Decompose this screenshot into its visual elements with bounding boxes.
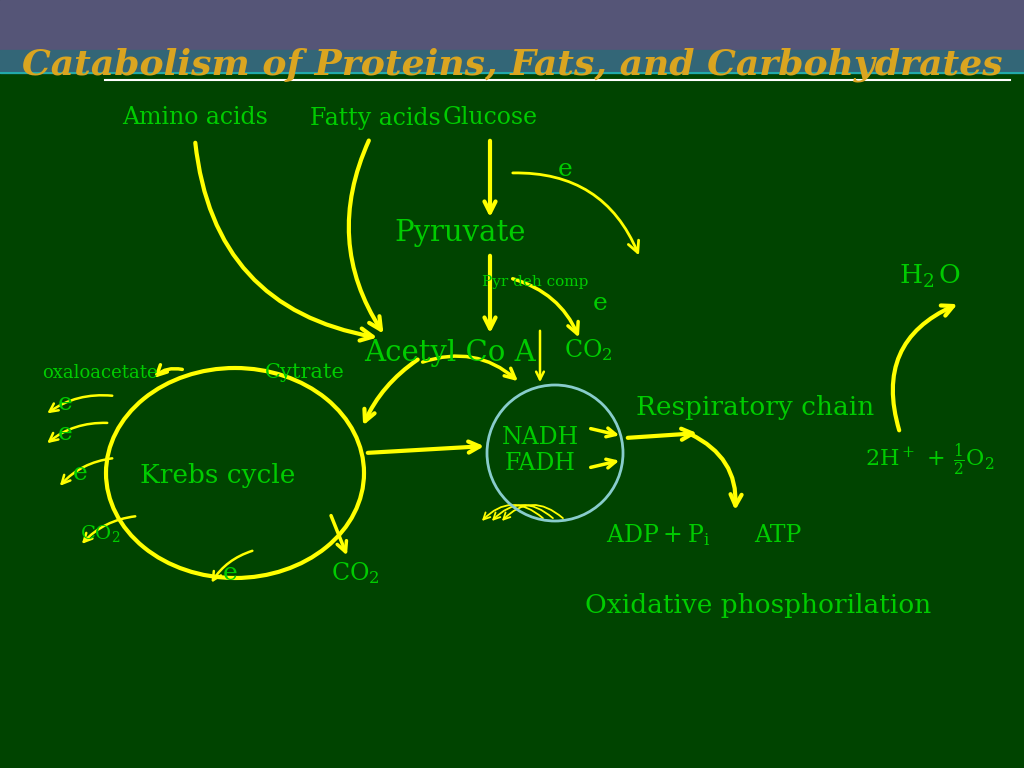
Text: $\mathregular{2H^+\/ +\/ \frac{1}{2}O_2}$: $\mathregular{2H^+\/ +\/ \frac{1}{2}O_2}… (865, 442, 994, 478)
Text: e: e (558, 158, 572, 181)
Text: ATP: ATP (755, 524, 802, 547)
Text: Amino acids: Amino acids (122, 107, 268, 130)
Text: Glucose: Glucose (442, 107, 538, 130)
Text: e: e (57, 392, 73, 415)
Text: FADH: FADH (505, 452, 575, 475)
Text: Acetyl Co A: Acetyl Co A (365, 339, 536, 367)
Text: e: e (57, 422, 73, 445)
Text: Respiratory chain: Respiratory chain (636, 396, 874, 421)
Bar (0, 50, 1024, 73)
Text: $\mathregular{H_2\/ O}$: $\mathregular{H_2\/ O}$ (899, 263, 962, 290)
Text: Fatty acids: Fatty acids (309, 107, 440, 130)
Text: NADH: NADH (502, 426, 579, 449)
Text: Pyruvate: Pyruvate (394, 219, 525, 247)
Text: e: e (73, 462, 87, 485)
Text: oxaloacetate: oxaloacetate (42, 364, 158, 382)
Text: Pyr deh comp: Pyr deh comp (482, 275, 588, 289)
Text: $\mathregular{CO_2}$: $\mathregular{CO_2}$ (331, 560, 379, 586)
Text: e: e (222, 561, 238, 584)
Text: e: e (593, 292, 607, 315)
Text: Catabolism of Proteins, Fats, and Carbohydrates: Catabolism of Proteins, Fats, and Carboh… (22, 48, 1002, 82)
Text: $\mathregular{CO_2}$: $\mathregular{CO_2}$ (80, 522, 120, 544)
Text: Cytrate: Cytrate (265, 363, 345, 382)
Text: $\mathregular{CO_2}$: $\mathregular{CO_2}$ (564, 337, 612, 363)
Text: Oxidative phosphorilation: Oxidative phosphorilation (585, 594, 931, 618)
Text: Krebs cycle: Krebs cycle (140, 464, 296, 488)
Bar (0, 0, 1024, 50)
Text: $\mathregular{ADP + P_i}$: $\mathregular{ADP + P_i}$ (606, 522, 710, 548)
